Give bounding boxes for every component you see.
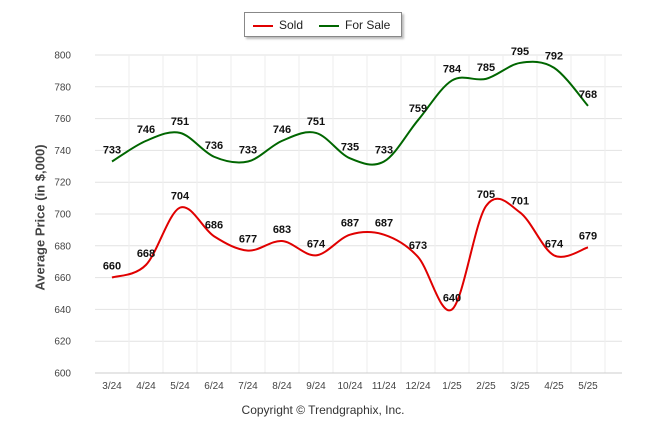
y-tick-label: 760: [54, 114, 71, 125]
data-label-for-sale: 735: [341, 141, 359, 153]
legend-forsale-swatch: [319, 25, 339, 27]
x-tick-label: 5/24: [170, 381, 190, 392]
data-label-for-sale: 759: [409, 103, 427, 115]
x-tick-label: 3/24: [102, 381, 122, 392]
data-label-sold: 677: [239, 234, 257, 246]
x-tick-label: 5/25: [578, 381, 598, 392]
data-label-sold: 674: [545, 238, 564, 250]
data-label-for-sale: 733: [239, 145, 257, 157]
x-tick-label: 10/24: [337, 381, 362, 392]
y-tick-label: 600: [54, 369, 71, 380]
legend-sold-swatch: [253, 25, 273, 27]
data-label-for-sale: 795: [511, 46, 529, 58]
x-tick-label: 1/25: [442, 381, 462, 392]
x-tick-label: 8/24: [272, 381, 292, 392]
x-tick-label: 7/24: [238, 381, 258, 392]
data-label-for-sale: 746: [137, 124, 155, 136]
y-tick-label: 660: [54, 273, 71, 284]
x-tick-label: 11/24: [372, 381, 397, 392]
data-label-sold: 687: [341, 218, 359, 230]
data-label-sold: 686: [205, 219, 223, 231]
x-tick-label: 6/24: [204, 381, 224, 392]
data-label-sold: 679: [579, 230, 597, 242]
x-tick-label: 4/25: [544, 381, 564, 392]
data-label-sold: 683: [273, 224, 291, 236]
x-tick-label: 3/25: [510, 381, 530, 392]
data-label-for-sale: 768: [579, 89, 597, 101]
x-tick-label: 4/24: [136, 381, 156, 392]
series-line-sold: [111, 197, 589, 312]
data-label-sold: 705: [477, 189, 495, 201]
y-axis-label: Average Price (in $,000): [32, 144, 48, 291]
data-label-for-sale: 784: [443, 63, 462, 75]
data-label-for-sale: 746: [273, 124, 291, 136]
x-tick-label: 2/25: [476, 381, 496, 392]
data-label-sold: 704: [171, 191, 190, 203]
legend-forsale-label: For Sale: [345, 18, 391, 32]
y-tick-label: 740: [54, 146, 71, 157]
x-tick-label: 9/24: [306, 381, 326, 392]
y-tick-label: 620: [54, 337, 71, 348]
y-tick-label: 780: [54, 82, 71, 93]
data-label-sold: 668: [137, 248, 155, 260]
data-label-for-sale: 751: [307, 116, 325, 128]
data-label-for-sale: 792: [545, 51, 563, 63]
data-label-sold: 674: [307, 238, 326, 250]
series-line-for-sale: [111, 60, 589, 166]
data-label-sold: 660: [103, 261, 121, 273]
data-label-sold: 673: [409, 240, 427, 252]
data-label-sold: 701: [511, 195, 529, 207]
data-label-for-sale: 733: [103, 145, 121, 157]
copyright-footer: Copyright © Trendgraphix, Inc.: [241, 403, 405, 417]
y-tick-label: 640: [54, 305, 71, 316]
data-label-for-sale: 736: [205, 140, 223, 152]
x-tick-label: 12/24: [405, 381, 430, 392]
y-tick-label: 700: [54, 210, 71, 221]
y-tick-label: 720: [54, 178, 71, 189]
data-label-for-sale: 733: [375, 145, 393, 157]
y-tick-label: 680: [54, 241, 71, 252]
legend-sold-label: Sold: [279, 18, 304, 32]
data-label-sold: 687: [375, 218, 393, 230]
legend: Sold For Sale: [244, 12, 402, 37]
data-label-for-sale: 751: [171, 116, 189, 128]
data-label-sold: 640: [443, 292, 461, 304]
y-tick-label: 800: [54, 51, 71, 62]
data-label-for-sale: 785: [477, 62, 495, 74]
